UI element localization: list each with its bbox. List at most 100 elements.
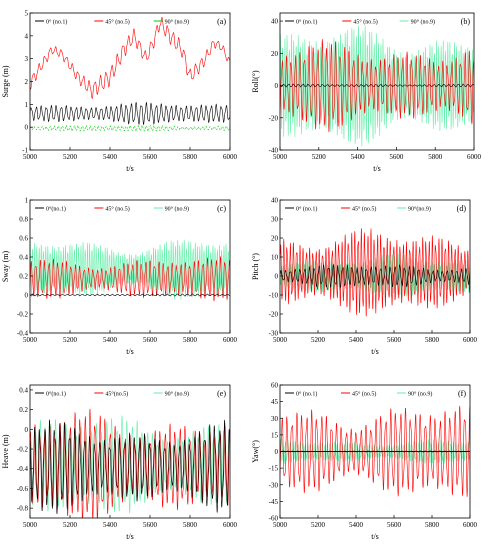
y-tick-label: -30 (269, 481, 279, 489)
x-tick-label: 5600 (387, 521, 402, 529)
series-line-0 (280, 438, 470, 464)
panel-tag: (e) (217, 389, 226, 398)
y-axis-label: Surge (m) (1, 65, 10, 97)
y-tick-label: -0.6 (17, 485, 29, 493)
y-tick-label: 0 (25, 292, 29, 300)
series-line-1 (30, 16, 230, 99)
x-tick-label: 6000 (223, 521, 238, 529)
y-tick-label: 0 (25, 124, 29, 132)
y-tick-label: 0.6 (19, 235, 28, 243)
series-line-2 (30, 124, 230, 132)
y-tick-label: -30 (269, 330, 279, 338)
y-tick-label: 20 (271, 235, 279, 243)
chart-panel-e: 5000 5200 5400 5600 5800 6000 -0.8 -0.6 -0.4 -0.2… (1, 384, 238, 541)
panel-tag: (b) (461, 17, 471, 26)
legend-entry: 90°(no.9) (408, 206, 431, 213)
legend-entry: 0° (no.1) (296, 391, 317, 398)
x-tick-label: 5800 (183, 153, 198, 161)
legend-entry: 0° (no.1) (46, 19, 67, 26)
x-tick-label: 6000 (223, 153, 238, 161)
series-line-2 (30, 293, 230, 297)
x-axis-label: t/s (126, 347, 134, 356)
legend-entry: 45°(no.5) (105, 391, 128, 398)
y-axis-label: Roll(°) (251, 70, 260, 93)
x-tick-label: 5000 (23, 153, 38, 161)
panel-tag: (f) (458, 389, 466, 398)
y-tick-label: 4 (25, 32, 29, 40)
y-tick-label: -60 (269, 515, 279, 523)
x-axis-label: t/s (126, 532, 134, 541)
x-tick-label: 5200 (311, 521, 326, 529)
x-tick-label: 6000 (223, 336, 238, 344)
x-tick-label: 5800 (425, 521, 440, 529)
series-line-1 (280, 39, 474, 133)
x-tick-label: 5200 (311, 336, 326, 344)
y-tick-label: 30 (271, 415, 279, 423)
chart-panel-f: 5000 5200 5400 5600 5800 6000 -60 -45 -30 -15 0 15 3… (251, 382, 478, 542)
y-tick-label: 0 (275, 273, 279, 281)
x-tick-label: 6000 (463, 521, 478, 529)
legend-entry: 0°(no.1) (46, 391, 66, 398)
series-line-2 (280, 263, 470, 289)
series-line-1 (280, 405, 470, 497)
x-axis-label: t/s (126, 164, 134, 173)
y-tick-label: 0 (275, 82, 279, 90)
y-tick-label: -40 (269, 147, 279, 155)
y-tick-label: 1 (25, 197, 29, 205)
y-tick-label: 0.2 (19, 406, 28, 414)
series-line-2 (280, 83, 474, 88)
series-line-0 (30, 239, 230, 300)
y-tick-label: -0.4 (17, 330, 29, 338)
y-tick-label: 10 (271, 254, 279, 262)
x-tick-label: 5400 (351, 153, 366, 161)
y-tick-label: -15 (269, 465, 279, 473)
plot-frame (29, 12, 231, 151)
x-tick-label: 5000 (273, 521, 288, 529)
x-tick-label: 5000 (23, 336, 38, 344)
x-tick-label: 5600 (143, 336, 158, 344)
y-tick-label: 0.4 (19, 254, 28, 262)
x-tick-label: 5400 (349, 336, 364, 344)
x-tick-label: 5400 (103, 521, 118, 529)
legend-entry: 45° (no.5) (105, 206, 129, 213)
y-tick-label: -20 (269, 114, 279, 122)
y-tick-label: 60 (271, 382, 279, 390)
x-tick-label: 5800 (428, 153, 443, 161)
x-tick-label: 5400 (103, 153, 118, 161)
y-tick-label: 1 (25, 101, 29, 109)
x-axis-label: t/s (371, 347, 379, 356)
chart-panel-b: 5000 5200 5400 5600 5800 6000 -40 -20 0 20 40 t/s Ro… (251, 12, 482, 173)
y-tick-label: 0 (275, 448, 279, 456)
chart-panel-d: 5000 5200 5400 5600 5800 6000 -30 -20 -10 0 10 20 30… (251, 197, 478, 357)
y-tick-label: 40 (271, 18, 279, 26)
y-tick-label: 3 (25, 55, 29, 63)
x-tick-label: 5000 (273, 336, 288, 344)
y-tick-label: 2 (25, 78, 29, 86)
y-tick-label: 0 (25, 426, 29, 434)
y-tick-label: 30 (271, 216, 279, 224)
x-tick-label: 6000 (467, 153, 482, 161)
x-axis-label: t/s (371, 532, 379, 541)
legend-entry: 90° (no.9) (165, 206, 189, 213)
panel-tag: (d) (457, 204, 467, 213)
legend-entry: 45° (no.5) (105, 19, 129, 26)
y-axis-label: Heave (m) (1, 434, 10, 468)
y-axis-label: Yaw(°) (251, 440, 260, 463)
x-tick-label: 5600 (143, 521, 158, 529)
series-line-1 (30, 255, 230, 302)
series-line-1 (280, 228, 470, 317)
y-axis-label: Pitch (°) (251, 253, 260, 280)
y-tick-label: 0.2 (19, 273, 28, 281)
x-tick-label: 5800 (425, 336, 440, 344)
plot-frame (29, 199, 231, 334)
x-tick-label: 5600 (143, 153, 158, 161)
legend-entry: 45° (no.5) (352, 206, 376, 213)
x-tick-label: 5600 (387, 336, 402, 344)
legend-entry: 0° (no.1) (296, 19, 317, 26)
plot-frame (279, 199, 471, 334)
y-tick-label: -0.4 (17, 465, 29, 473)
x-tick-label: 5000 (23, 521, 38, 529)
y-tick-label: 20 (271, 50, 279, 58)
y-tick-label: 0.8 (19, 216, 28, 224)
